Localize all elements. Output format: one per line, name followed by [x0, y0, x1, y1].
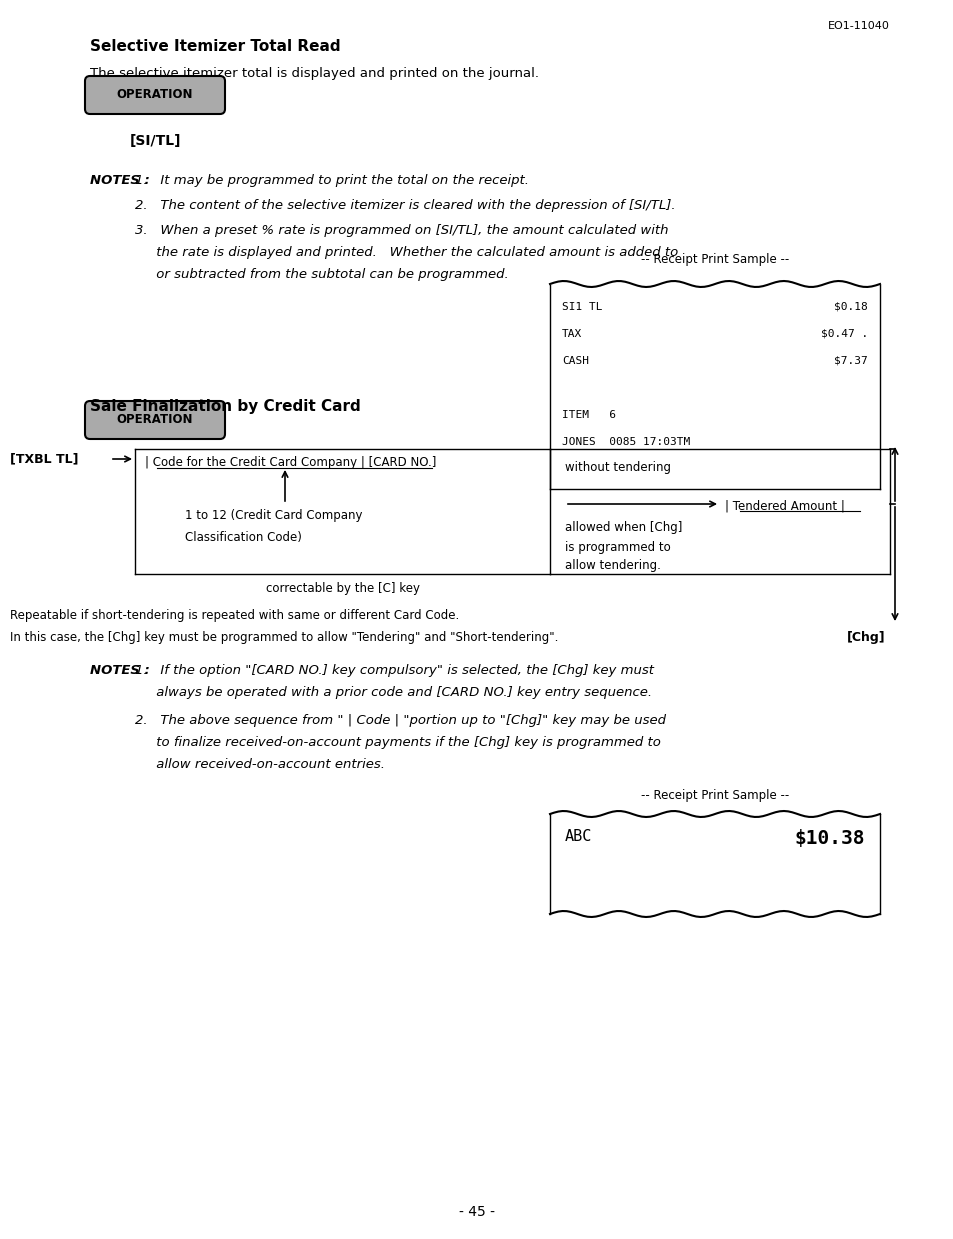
Text: SI1 TL: SI1 TL	[561, 302, 602, 312]
Text: The selective itemizer total is displayed and printed on the journal.: The selective itemizer total is displaye…	[90, 67, 538, 81]
Text: 2.   The content of the selective itemizer is cleared with the depression of [SI: 2. The content of the selective itemizer…	[135, 199, 675, 212]
Text: - 45 -: - 45 -	[458, 1206, 495, 1219]
Text: always be operated with a prior code and [CARD NO.] key entry sequence.: always be operated with a prior code and…	[135, 686, 652, 699]
Text: [SI/TL]: [SI/TL]	[130, 134, 181, 147]
Text: In this case, the [Chg] key must be programmed to allow "Tendering" and "Short-t: In this case, the [Chg] key must be prog…	[10, 631, 558, 644]
Text: | Code for the Credit Card Company | [CARD NO.]: | Code for the Credit Card Company | [CA…	[145, 456, 436, 470]
Text: 3.   When a preset % rate is programmed on [SI/TL], the amount calculated with: 3. When a preset % rate is programmed on…	[135, 224, 668, 237]
Text: Sale Finalization by Credit Card: Sale Finalization by Credit Card	[90, 399, 360, 414]
Text: Classification Code): Classification Code)	[185, 532, 301, 544]
Text: OPERATION: OPERATION	[116, 414, 193, 426]
Text: -- Receipt Print Sample --: -- Receipt Print Sample --	[640, 253, 788, 266]
Text: Repeatable if short-tendering is repeated with same or different Card Code.: Repeatable if short-tendering is repeate…	[10, 610, 458, 622]
Text: [Chg]: [Chg]	[845, 631, 884, 644]
Text: -- Receipt Print Sample --: -- Receipt Print Sample --	[640, 789, 788, 802]
Text: OPERATION: OPERATION	[116, 88, 193, 102]
Text: JONES  0085 17:03TM: JONES 0085 17:03TM	[561, 437, 690, 447]
Text: | Tendered Amount |: | Tendered Amount |	[724, 499, 844, 512]
Text: 2.   The above sequence from " | Code | "portion up to "[Chg]" key may be used: 2. The above sequence from " | Code | "p…	[135, 714, 665, 727]
Text: NOTES :: NOTES :	[90, 664, 150, 676]
Text: $10.38: $10.38	[794, 829, 864, 847]
Text: EO1-11040: EO1-11040	[827, 21, 889, 31]
Text: Selective Itemizer Total Read: Selective Itemizer Total Read	[90, 38, 340, 55]
Text: 1.   If the option "[CARD NO.] key compulsory" is selected, the [Chg] key must: 1. If the option "[CARD NO.] key compuls…	[135, 664, 654, 676]
Text: allowed when [Chg]: allowed when [Chg]	[564, 522, 681, 534]
Text: [TXBL TL]: [TXBL TL]	[10, 452, 78, 466]
Text: is programmed to: is programmed to	[564, 541, 670, 554]
FancyBboxPatch shape	[85, 76, 225, 114]
Text: or subtracted from the subtotal can be programmed.: or subtracted from the subtotal can be p…	[135, 268, 508, 281]
Text: NOTES :: NOTES :	[90, 173, 150, 187]
Text: the rate is displayed and printed.   Whether the calculated amount is added to: the rate is displayed and printed. Wheth…	[135, 247, 678, 259]
Text: ABC: ABC	[564, 829, 592, 844]
Text: $7.37: $7.37	[833, 356, 867, 366]
Text: $0.47 .: $0.47 .	[820, 330, 867, 339]
Text: TAX: TAX	[561, 330, 581, 339]
Text: $0.18: $0.18	[833, 302, 867, 312]
Text: ITEM   6: ITEM 6	[561, 410, 616, 420]
FancyBboxPatch shape	[85, 401, 225, 439]
Text: 1 to 12 (Credit Card Company: 1 to 12 (Credit Card Company	[185, 509, 362, 522]
Text: allow received-on-account entries.: allow received-on-account entries.	[135, 758, 385, 771]
Text: allow tendering.: allow tendering.	[564, 559, 660, 572]
Text: CASH: CASH	[561, 356, 588, 366]
Text: to finalize received-on-account payments if the [Chg] key is programmed to: to finalize received-on-account payments…	[135, 736, 660, 750]
Text: correctable by the [C] key: correctable by the [C] key	[265, 582, 419, 595]
Text: without tendering: without tendering	[564, 461, 670, 475]
Text: 1.   It may be programmed to print the total on the receipt.: 1. It may be programmed to print the tot…	[135, 173, 529, 187]
